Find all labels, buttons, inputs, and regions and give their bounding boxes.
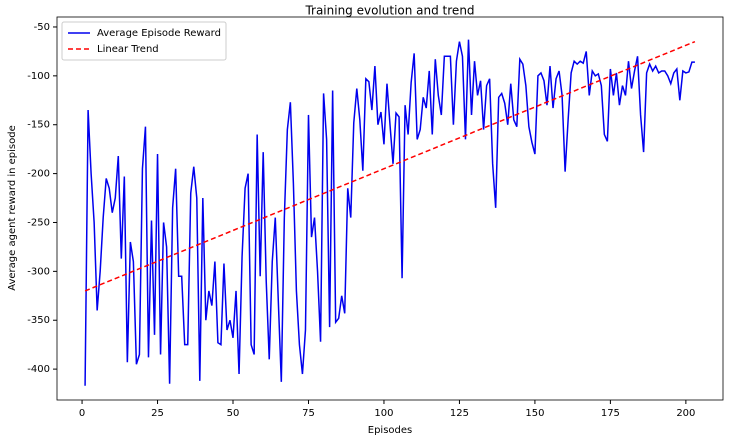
plot-frame — [56, 16, 724, 401]
y-tick-label: -50 — [34, 22, 50, 33]
x-axis-label: Episodes — [368, 425, 412, 436]
x-tick-label: 100 — [374, 408, 393, 419]
y-tick-label: -100 — [27, 71, 50, 82]
series-line — [84, 40, 696, 292]
legend-box — [61, 21, 227, 61]
x-tick-label: 75 — [302, 408, 315, 419]
y-axis-label: Average agent reward in episode — [7, 125, 18, 291]
chart-title: Training evolution and trend — [304, 4, 474, 18]
y-tick-label: -150 — [27, 120, 50, 131]
y-tick-label: -200 — [27, 169, 50, 180]
y-tick-label: -400 — [27, 364, 50, 375]
x-tick-label: 25 — [151, 408, 164, 419]
x-tick-label: 150 — [525, 408, 544, 419]
x-tick-label: 50 — [227, 408, 240, 419]
x-tick-label: 200 — [676, 408, 695, 419]
series-line — [84, 39, 695, 386]
y-tick-label: -300 — [27, 266, 50, 277]
y-tick-label: -350 — [27, 315, 50, 326]
legend-label: Average Episode Reward — [97, 28, 221, 39]
legend-label: Linear Trend — [97, 44, 159, 55]
y-tick-label: -250 — [27, 217, 50, 228]
x-tick-label: 175 — [601, 408, 620, 419]
x-tick-label: 0 — [79, 408, 85, 419]
x-tick-label: 125 — [450, 408, 469, 419]
